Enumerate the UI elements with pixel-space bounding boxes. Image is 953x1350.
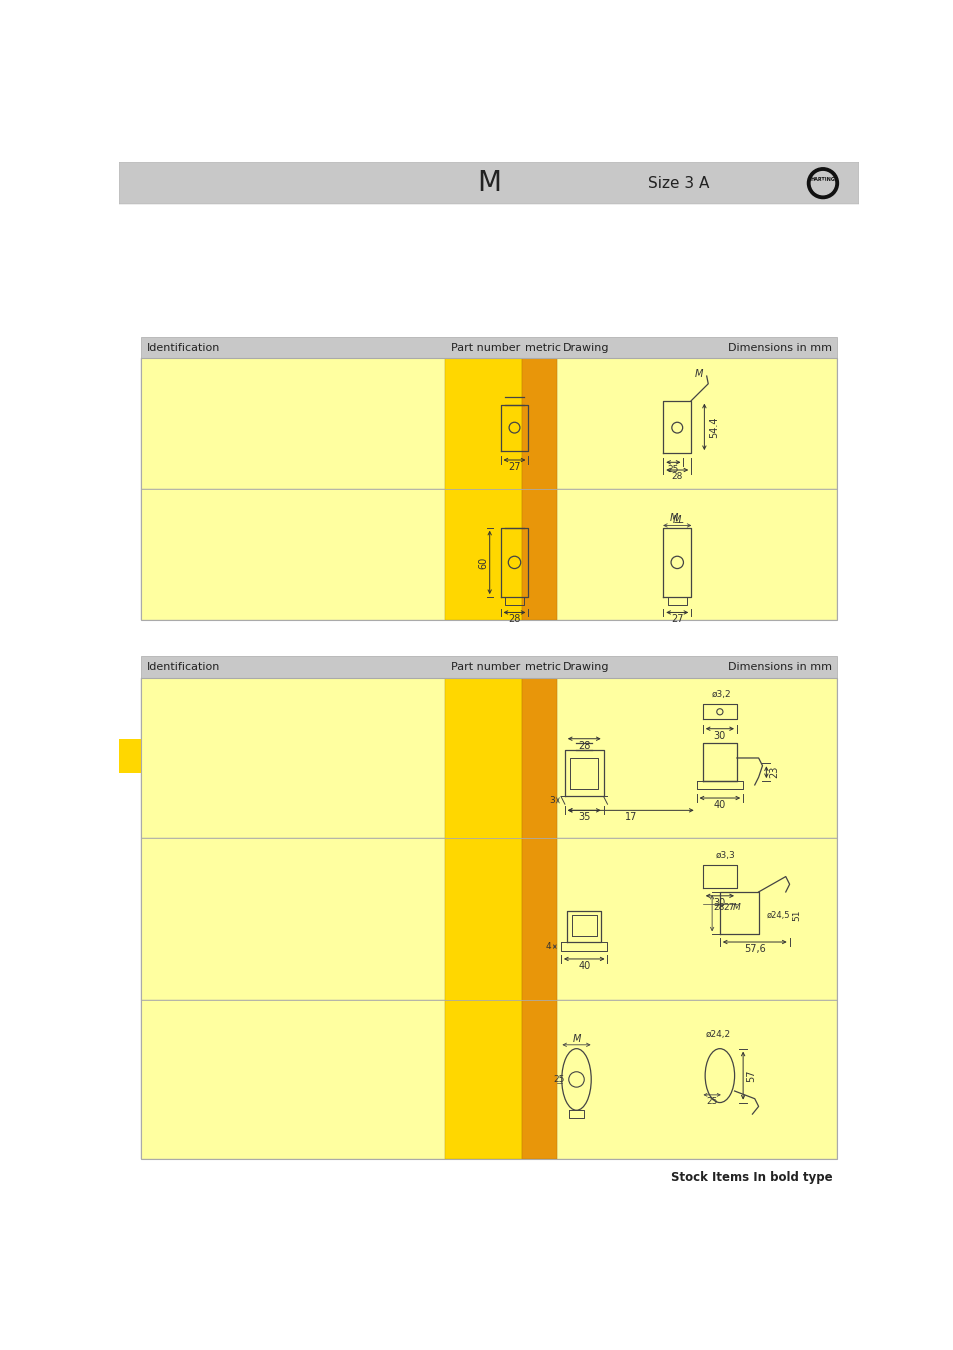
Text: 23: 23 — [768, 765, 779, 779]
Bar — [141, 656, 836, 678]
Circle shape — [806, 167, 838, 198]
Text: metric: metric — [525, 662, 560, 672]
Bar — [557, 358, 836, 489]
Text: 57,6: 57,6 — [743, 944, 765, 954]
Text: ø3,3: ø3,3 — [716, 850, 735, 860]
Text: 30: 30 — [713, 898, 725, 907]
Text: 17: 17 — [624, 813, 637, 822]
Text: M: M — [669, 513, 678, 522]
Text: Drawing: Drawing — [562, 662, 609, 672]
Bar — [444, 358, 521, 620]
Bar — [141, 358, 836, 620]
Text: ◯: ◯ — [816, 181, 828, 192]
Text: M: M — [476, 169, 500, 197]
Bar — [557, 678, 836, 838]
Bar — [521, 678, 557, 1160]
Bar — [141, 838, 444, 1000]
Text: 54.4: 54.4 — [709, 416, 719, 437]
Text: Part number: Part number — [451, 343, 519, 352]
Text: M: M — [673, 516, 680, 525]
Text: —: — — [673, 517, 682, 528]
Text: 25: 25 — [553, 1075, 564, 1084]
Text: 27: 27 — [723, 903, 735, 911]
Text: HARTING: HARTING — [810, 177, 835, 182]
Text: ø24,2: ø24,2 — [705, 1030, 730, 1040]
Circle shape — [810, 171, 834, 194]
Text: 25: 25 — [667, 464, 679, 474]
Text: M: M — [732, 903, 740, 911]
Text: 3: 3 — [548, 796, 554, 805]
Bar — [557, 1000, 836, 1160]
Bar — [119, 162, 858, 204]
Text: Identification: Identification — [147, 662, 220, 672]
Text: ø24,5: ø24,5 — [765, 910, 789, 919]
Bar — [444, 678, 521, 1160]
Text: Stock Items In bold type: Stock Items In bold type — [670, 1170, 831, 1184]
Text: M: M — [572, 1034, 580, 1044]
Text: 28: 28 — [713, 903, 724, 911]
Text: 4: 4 — [545, 942, 551, 952]
Text: 57: 57 — [745, 1069, 755, 1081]
Text: 28: 28 — [508, 614, 520, 625]
Bar — [557, 489, 836, 620]
Text: metric: metric — [525, 343, 560, 352]
Bar — [521, 358, 557, 620]
Bar — [141, 678, 444, 838]
Text: 35: 35 — [578, 813, 590, 822]
Text: 25: 25 — [706, 1096, 717, 1106]
Text: 27: 27 — [508, 462, 520, 472]
Text: 28: 28 — [671, 472, 682, 482]
Bar — [141, 336, 836, 358]
Text: 40: 40 — [578, 961, 590, 971]
Bar — [141, 489, 444, 620]
Text: ø3,2: ø3,2 — [711, 690, 731, 699]
Text: M: M — [694, 369, 702, 379]
Text: 28: 28 — [578, 741, 590, 751]
Text: 60: 60 — [478, 556, 488, 568]
Text: Dimensions in mm: Dimensions in mm — [727, 343, 831, 352]
Bar — [141, 678, 836, 1160]
Text: Identification: Identification — [147, 343, 220, 352]
Text: Dimensions in mm: Dimensions in mm — [727, 662, 831, 672]
Text: 30: 30 — [713, 730, 725, 741]
Bar — [557, 838, 836, 1000]
Text: 40: 40 — [713, 801, 725, 810]
Text: Size 3 A: Size 3 A — [647, 176, 708, 190]
Bar — [141, 358, 444, 489]
Text: 51: 51 — [791, 910, 801, 921]
Text: Part number: Part number — [451, 662, 519, 672]
Bar — [119, 738, 141, 774]
Text: Drawing: Drawing — [562, 343, 609, 352]
Bar — [141, 1000, 444, 1160]
Text: 27: 27 — [670, 614, 682, 625]
